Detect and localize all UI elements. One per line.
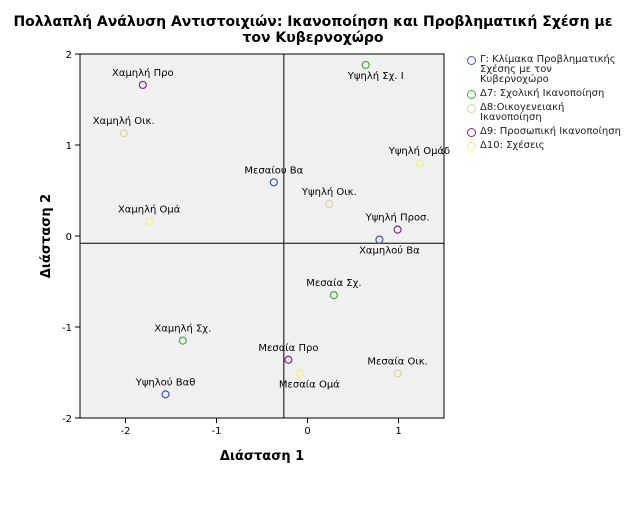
point-label: Χαμηλή Προ: [112, 67, 174, 79]
x-tick-label: -2: [121, 426, 131, 437]
point: [295, 369, 304, 378]
y-tick-label: 2: [66, 50, 72, 61]
point: [415, 159, 424, 168]
point-label: Μεσαία Ομά: [279, 378, 340, 390]
point: [119, 129, 128, 138]
y-tick-label: -1: [62, 323, 72, 334]
legend-marker: [467, 104, 476, 113]
legend-marker: [467, 128, 476, 137]
y-tick-label: -2: [62, 414, 72, 425]
point: [161, 390, 170, 399]
legend-label: Δ8:Οικογενειακή Ικανοποίηση: [480, 102, 565, 123]
point: [361, 60, 370, 70]
point: [325, 200, 334, 209]
point: [329, 291, 338, 300]
point-label: Μεσαία Προ: [258, 342, 318, 354]
point-label: Χαμηλού Βα: [359, 245, 420, 257]
legend-label: Γ: Κλίμακα Προβληματικής Σχέσης με τον Κ…: [480, 54, 616, 85]
point-label: Μεσαίου Βα: [244, 164, 303, 176]
legend-label: Δ7: Σχολική Ικανοποίηση: [480, 88, 605, 99]
point-label: Υψηλή Σχ. Ι: [347, 70, 404, 82]
point: [375, 235, 384, 244]
point-label: Υψηλού Βαθ: [135, 376, 196, 388]
legend-label: Δ9: Προσωπική Ικανοποίηση: [480, 126, 621, 137]
legend-label: Δ10: Σχέσεις: [480, 140, 545, 151]
point: [393, 225, 402, 234]
legend-item: Δ9: Προσωπική Ικανοποίηση: [467, 127, 622, 137]
point-label: Χαμηλή Σχ.: [154, 323, 211, 335]
point: [284, 355, 293, 364]
legend-marker: [467, 90, 476, 99]
legend: Γ: Κλίμακα Προβληματικής Σχέσης με τον Κ…: [467, 55, 622, 155]
x-axis-label: Διάσταση 1: [220, 449, 304, 464]
point: [393, 369, 402, 378]
x-tick-label: 0: [304, 426, 310, 437]
y-tick-label: 0: [66, 232, 72, 243]
point: [145, 217, 154, 226]
plot-area: [79, 53, 445, 419]
y-tick-label: 1: [66, 141, 72, 152]
point-label: Υψηλή Προσ.: [365, 212, 430, 224]
point-label: Υψηλή Ομάδ: [388, 145, 450, 157]
point: [138, 80, 147, 90]
x-tick-label: -1: [212, 426, 222, 437]
point: [178, 336, 187, 345]
point-label: Υψηλή Οικ.: [301, 186, 357, 198]
point-label: Χαμηλή Οικ.: [93, 115, 155, 127]
legend-item: Δ7: Σχολική Ικανοποίηση: [467, 89, 622, 99]
y-axis-label: Διάσταση 2: [39, 194, 54, 278]
point-label: Μεσαία Σχ.: [306, 277, 361, 289]
chart-title: Πολλαπλή Ανάλυση Αντιστοιχιών: Ικανοποίη…: [13, 14, 613, 46]
x-tick-label: 1: [395, 426, 401, 437]
legend-marker: [467, 56, 476, 65]
legend-item: Δ8:Οικογενειακή Ικανοποίηση: [467, 103, 622, 123]
point: [269, 178, 278, 187]
legend-item: Γ: Κλίμακα Προβληματικής Σχέσης με τον Κ…: [467, 55, 622, 85]
point-label: Μεσαία Οικ.: [367, 355, 427, 367]
legend-item: Δ10: Σχέσεις: [467, 141, 622, 151]
legend-marker: [467, 142, 476, 151]
point-label: Χαμηλή Ομά: [118, 203, 181, 215]
